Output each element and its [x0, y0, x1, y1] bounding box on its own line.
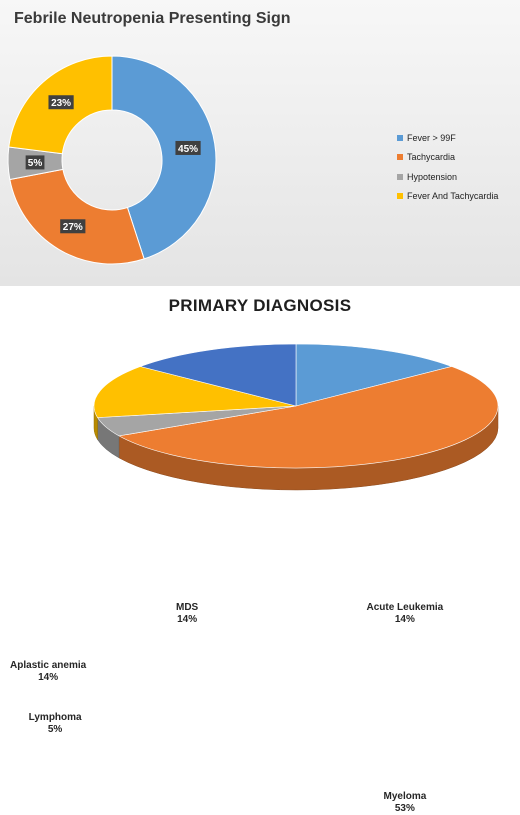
pie3d-category-label: Lymphoma	[28, 711, 82, 723]
pie3d-category-label: Myeloma	[383, 791, 427, 803]
legend-swatch	[397, 193, 403, 200]
pie3d-value-label: 14%	[177, 614, 198, 626]
donut-data-label-text: 45%	[178, 144, 198, 155]
donut-chart-panel: Febrile Neutropenia Presenting Sign 45% 2…	[0, 0, 520, 286]
donut-slice-tachycardia	[9, 168, 145, 265]
legend-label: Hypotension	[407, 171, 458, 182]
donut-data-label-text: 5%	[28, 158, 43, 169]
pie3d-chart	[93, 343, 499, 491]
pie3d-slice-mds	[139, 343, 297, 407]
legend-label: Tachycardia	[407, 152, 456, 163]
legend-item-hypotension: Hypotension	[397, 167, 498, 187]
legend-swatch	[397, 134, 403, 141]
pie3d-value-label: 14%	[394, 614, 415, 626]
pie3d-label-lymphoma: Lymphoma 5%	[29, 712, 82, 736]
pie3d-category-label: MDS	[176, 602, 199, 614]
legend-label: Fever > 99F	[407, 132, 456, 143]
donut-slice-fever-99f	[111, 55, 217, 260]
pie3d-category-label: Acute Leukemia	[366, 602, 444, 614]
donut-data-label: 5%	[25, 155, 45, 170]
donut-data-label: 45%	[175, 140, 201, 155]
pie3d-value-label: 53%	[394, 803, 415, 815]
pie3d-label-aplastic-anemia: Aplastic anemia 14%	[10, 660, 86, 684]
donut-data-label-text: 23%	[51, 98, 71, 109]
donut-chart-title: Febrile Neutropenia Presenting Sign	[14, 10, 291, 27]
pie3d-slice-aplastic-anemia	[93, 366, 297, 418]
donut-chart: 45% 27% 5% 23%	[7, 55, 217, 265]
pie3d-label-mds: MDS 14%	[176, 602, 198, 626]
donut-legend: Fever > 99F Tachycardia Hypotension Fever A…	[397, 128, 498, 206]
pie3d-value-label: 14%	[38, 672, 59, 684]
pie3d-slice-acute-leukemia	[295, 343, 453, 407]
pie3d-label-myeloma: Myeloma 53%	[383, 791, 426, 815]
pie3d-chart-title: PRIMARY DIAGNOSIS	[168, 296, 352, 315]
pie3d-chart-panel: PRIMARY DIAGNOSIS Acute Leukemia 14% Myelo…	[0, 288, 520, 814]
legend-label: Fever And Tachycardia	[407, 191, 499, 202]
pie3d-category-label: Aplastic anemia	[10, 660, 87, 672]
pie3d-value-label: 5%	[47, 723, 63, 735]
legend-swatch	[397, 154, 403, 161]
pie3d-slice-myeloma	[118, 366, 499, 469]
legend-item-fever-99f: Fever > 99F	[397, 128, 498, 148]
donut-data-label: 27%	[60, 219, 86, 234]
legend-item-tachycardia: Tachycardia	[397, 148, 498, 168]
legend-item-fever-and-tachycardia: Fever And Tachycardia	[397, 187, 498, 207]
legend-swatch	[397, 173, 403, 180]
donut-data-label: 23%	[48, 95, 74, 110]
pie3d-label-acute-leukemia: Acute Leukemia 14%	[366, 602, 443, 626]
donut-data-label-text: 27%	[63, 222, 83, 233]
